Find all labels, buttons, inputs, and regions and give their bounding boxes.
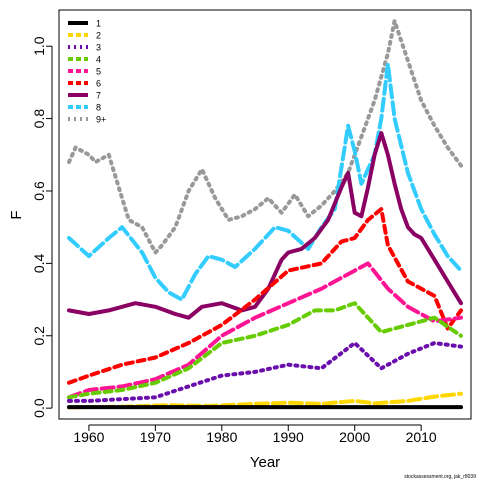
plot-frame	[58, 9, 472, 420]
legend: 1 2 3 4 5 6 7 8 9+	[68, 19, 106, 125]
series-line-6	[67, 207, 463, 385]
y-tick-label: 0.8	[31, 109, 47, 129]
y-tick-label: 0.4	[31, 253, 47, 273]
legend-label-4: 4	[96, 55, 101, 65]
legend-label-9+: 9+	[96, 115, 106, 125]
legend-label-5: 5	[96, 67, 101, 77]
x-axis: 1960 1970 1980 1990 2000 2010	[73, 424, 437, 445]
x-tick-label: 2000	[339, 429, 370, 445]
legend-label-1: 1	[96, 19, 101, 29]
x-tick-label: 1980	[206, 429, 237, 445]
x-tick-label: 1960	[73, 429, 104, 445]
x-tick-label: 1990	[273, 429, 304, 445]
y-tick-label: 0.0	[31, 398, 47, 418]
series-layer	[67, 18, 463, 410]
y-tick-label: 0.6	[31, 181, 47, 201]
credit-text: stockassessment.org, jak_r8039	[404, 474, 476, 480]
series-line-9+	[67, 18, 463, 255]
y-tick-label: 1.0	[31, 36, 47, 56]
legend-label-3: 3	[96, 43, 101, 53]
series-line-7	[67, 131, 463, 320]
y-axis-title: F	[8, 210, 25, 219]
legend-label-6: 6	[96, 79, 101, 89]
series-line-8	[67, 62, 463, 302]
y-axis: 0.0 0.2 0.4 0.6 0.8 1.0	[31, 36, 53, 418]
series-line-4	[67, 301, 463, 400]
x-axis-title: Year	[250, 454, 280, 471]
x-tick-label: 1970	[140, 429, 171, 445]
y-tick-label: 0.2	[31, 326, 47, 346]
legend-label-7: 7	[96, 91, 101, 101]
series-line-5	[67, 261, 463, 400]
legend-label-8: 8	[96, 103, 101, 113]
series-line-3	[67, 341, 463, 403]
legend-label-2: 2	[96, 31, 101, 41]
x-tick-label: 2010	[406, 429, 437, 445]
